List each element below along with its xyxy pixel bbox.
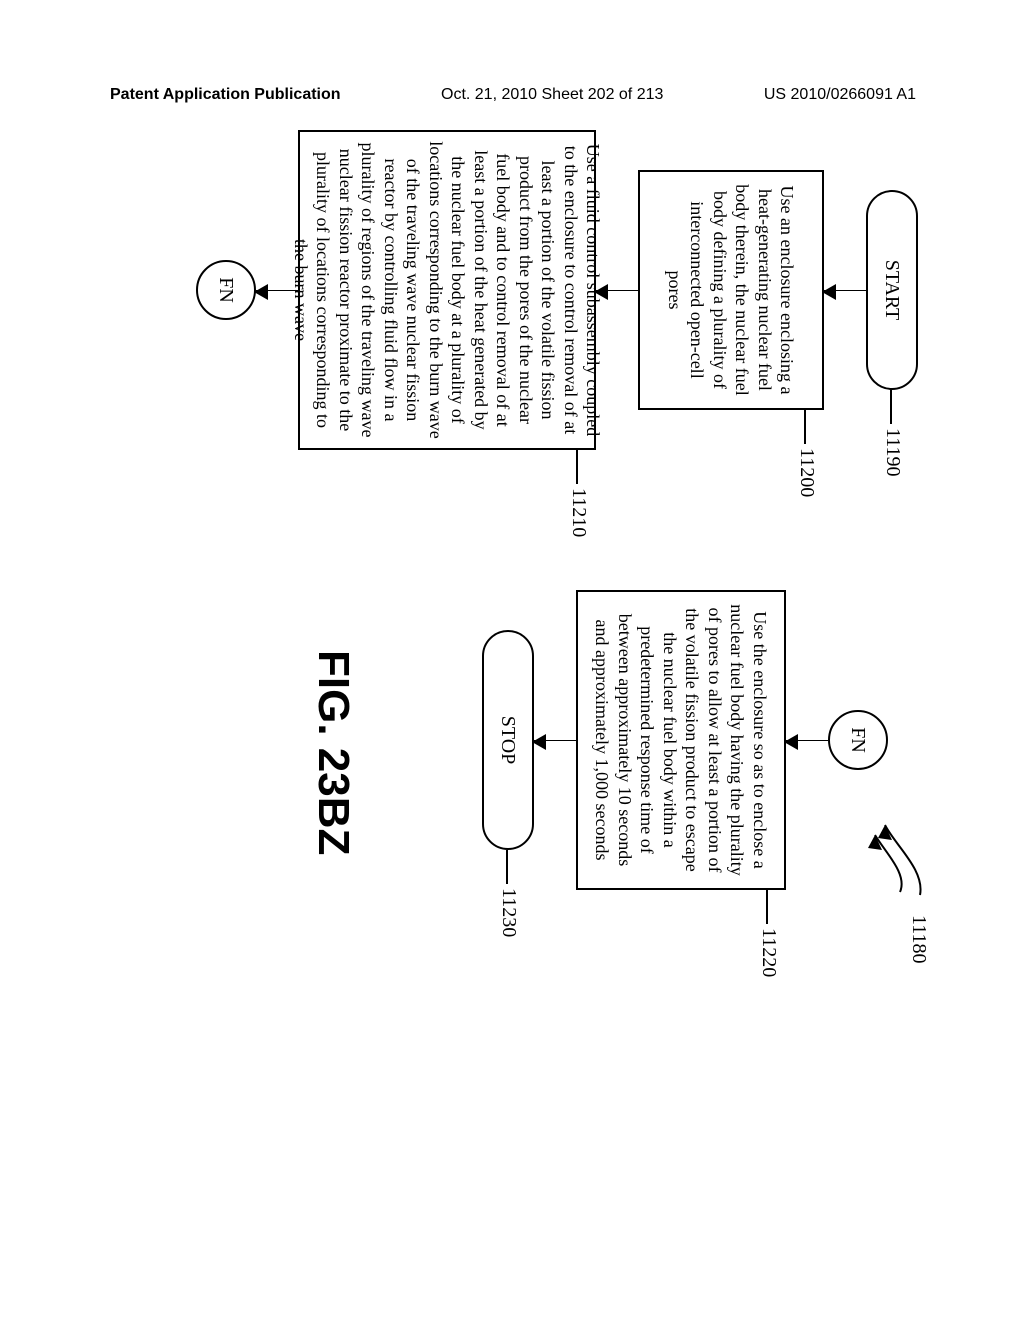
ref-box2: 11210 (567, 488, 590, 537)
box-pores-text: Use the enclosure so as to enclose a nuc… (591, 600, 771, 880)
stop-label: STOP (497, 716, 520, 765)
ref-stop: 11230 (497, 888, 520, 937)
leader-stop (506, 850, 508, 884)
box-enclosure-text: Use an enclosure enclosing a heat-genera… (664, 180, 799, 400)
page-header: Patent Application Publication Oct. 21, … (0, 86, 1024, 104)
ref-box1: 11200 (795, 448, 818, 497)
flow-arrow-icon (860, 800, 930, 920)
fn-out-label: FN (215, 277, 238, 303)
arrow-box3-stop (534, 740, 576, 741)
arrow-fn-box3 (786, 740, 828, 741)
ref-flow: 11180 (907, 915, 930, 964)
arrow-box2-fn (256, 290, 298, 291)
fn-connector-in: FN (828, 710, 888, 770)
header-center: Oct. 21, 2010 Sheet 202 of 213 (441, 86, 663, 104)
flowchart-diagram: START 11190 Use an enclosure enclosing a… (68, 160, 918, 950)
box-enclosure: Use an enclosure enclosing a heat-genera… (638, 170, 824, 410)
leader-start (890, 390, 892, 424)
box-pores: Use the enclosure so as to enclose a nuc… (576, 590, 786, 890)
arrow-start-box1 (824, 290, 866, 291)
header-left: Patent Application Publication (110, 86, 341, 104)
leader-box2 (576, 450, 578, 484)
ref-start: 11190 (881, 428, 904, 477)
fn-connector-out: FN (196, 260, 256, 320)
start-node: START (866, 190, 918, 390)
ref-box3: 11220 (757, 928, 780, 977)
leader-box3 (766, 890, 768, 924)
fn-in-label: FN (847, 727, 870, 753)
header-right: US 2010/0266091 A1 (764, 86, 916, 104)
figure-label: FIG. 23BZ (308, 650, 358, 855)
stop-node: STOP (482, 630, 534, 850)
leader-box1 (804, 410, 806, 444)
box-fluid-control-text: Use a fluid control subassembly coupled … (290, 140, 605, 440)
start-label: START (881, 260, 904, 321)
box-fluid-control: Use a fluid control subassembly coupled … (298, 130, 596, 450)
